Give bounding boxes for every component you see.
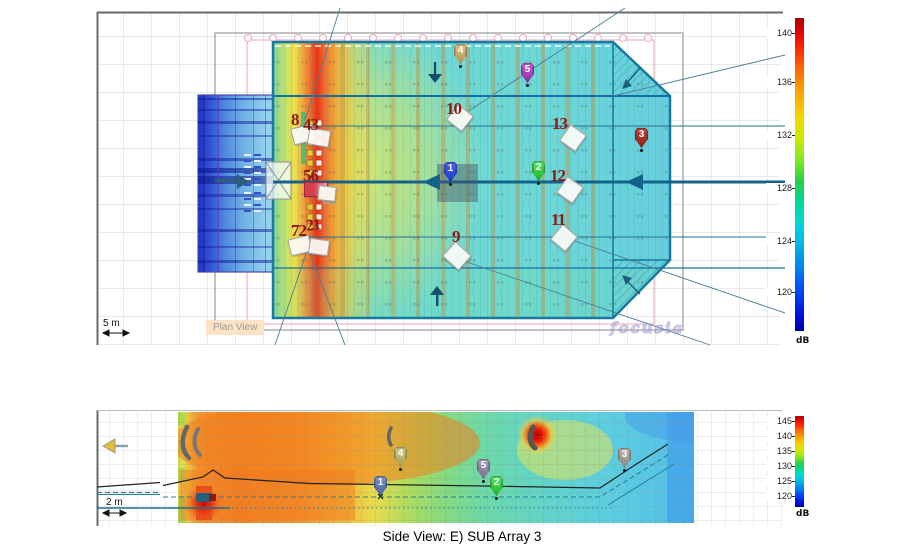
plan-scale-arrow xyxy=(101,329,131,337)
side-left-arrow xyxy=(102,438,128,454)
plan-colorbar-tick: 136 xyxy=(766,77,792,87)
source-label-9[interactable]: 9 xyxy=(452,227,460,246)
listener-pin-2[interactable]: 2 xyxy=(532,161,545,181)
tick-mark xyxy=(792,188,795,189)
side-pin-1[interactable]: 1 xyxy=(374,476,387,496)
plan-colorbar-tick: 132 xyxy=(766,130,792,140)
tick-mark xyxy=(792,466,795,467)
listener-pin-3[interactable]: 3 xyxy=(635,128,648,148)
tick-mark xyxy=(792,421,795,422)
side-colorbar-tick: 145 xyxy=(766,416,792,426)
plan-colorbar-tick: 120 xyxy=(766,287,792,297)
tick-mark xyxy=(792,451,795,452)
selection-highlight xyxy=(437,164,478,202)
tick-mark xyxy=(792,135,795,136)
side-colorbar-tick: 120 xyxy=(766,491,792,501)
side-colorbar-unit: dB xyxy=(796,509,810,519)
tick-mark xyxy=(792,436,795,437)
plan-scale-label: 5 m xyxy=(103,318,120,329)
plan-colorbar-tick: 140 xyxy=(766,28,792,38)
tick-mark xyxy=(792,481,795,482)
leader-lines xyxy=(274,8,785,346)
plan-colorbar-tick: 124 xyxy=(766,236,792,246)
side-view-drawing xyxy=(95,408,785,528)
stage-area xyxy=(197,94,274,273)
pin-dot xyxy=(623,469,626,472)
stage-right-arrow xyxy=(215,174,249,189)
plan-colorbar xyxy=(795,18,804,331)
side-pin-5[interactable]: 5 xyxy=(477,459,490,479)
sub-array-side-marker[interactable] xyxy=(196,493,216,502)
pin-dot xyxy=(399,468,402,471)
view-mode-label: Plan View xyxy=(206,320,265,335)
side-scale-label: 2 m xyxy=(106,497,123,508)
pin-dot xyxy=(495,497,498,500)
plan-colorbar-unit: dB xyxy=(796,336,810,346)
source-label-56[interactable]: 56 xyxy=(303,166,319,185)
corner-arrows xyxy=(622,67,641,295)
side-colorbar xyxy=(795,416,804,507)
listener-pin-4[interactable]: 4 xyxy=(454,44,467,64)
section-lines xyxy=(273,95,785,269)
pin-dot xyxy=(459,65,462,68)
side-colorbar-tick: 130 xyxy=(766,461,792,471)
side-pin-3[interactable]: 3 xyxy=(618,448,631,468)
pin-dot xyxy=(537,182,540,185)
watermark: focusia xyxy=(610,319,685,338)
pin-dot xyxy=(526,84,529,87)
venue-heatmap xyxy=(271,40,672,320)
pin-dot xyxy=(449,183,452,186)
source-label-10[interactable]: 10 xyxy=(446,99,462,118)
pin-dot xyxy=(482,480,485,483)
side-colorbar-tick: 125 xyxy=(766,476,792,486)
flow-arrows xyxy=(428,62,444,306)
plan-colorbar-tick: 128 xyxy=(766,183,792,193)
side-heatmap xyxy=(178,412,694,523)
side-colorbar-tick: 140 xyxy=(766,431,792,441)
listener-pin-5[interactable]: 5 xyxy=(521,63,534,83)
source-tag[interactable] xyxy=(307,237,331,257)
source-label-13[interactable]: 13 xyxy=(552,114,568,133)
tick-mark xyxy=(792,496,795,497)
side-view-caption: Side View: E) SUB Array 3 xyxy=(382,529,542,544)
listener-pin-1[interactable]: 1 xyxy=(444,162,457,182)
tick-mark xyxy=(792,241,795,242)
source-label-8[interactable]: 8 xyxy=(291,110,299,129)
stage-cabinet-list xyxy=(244,154,261,212)
tick-mark xyxy=(792,82,795,83)
source-label-11[interactable]: 11 xyxy=(551,210,566,229)
pin-dot xyxy=(640,149,643,152)
tick-mark xyxy=(792,33,795,34)
source-label-43[interactable]: 43 xyxy=(303,115,319,134)
side-pin-4[interactable]: 4 xyxy=(394,447,407,467)
plan-view-drawing xyxy=(95,8,785,348)
side-colorbar-tick: 135 xyxy=(766,446,792,456)
tick-mark xyxy=(792,292,795,293)
side-pin-2[interactable]: 2 xyxy=(490,476,503,496)
source-label-21[interactable]: 21 xyxy=(304,216,322,235)
line-array-shapes xyxy=(180,424,538,461)
source-label-12[interactable]: 12 xyxy=(550,166,566,185)
source-label-72[interactable]: 72 xyxy=(291,221,307,240)
source-tag[interactable] xyxy=(317,185,337,202)
pin1-ground-x xyxy=(377,493,384,500)
side-scale-arrow xyxy=(101,509,128,517)
